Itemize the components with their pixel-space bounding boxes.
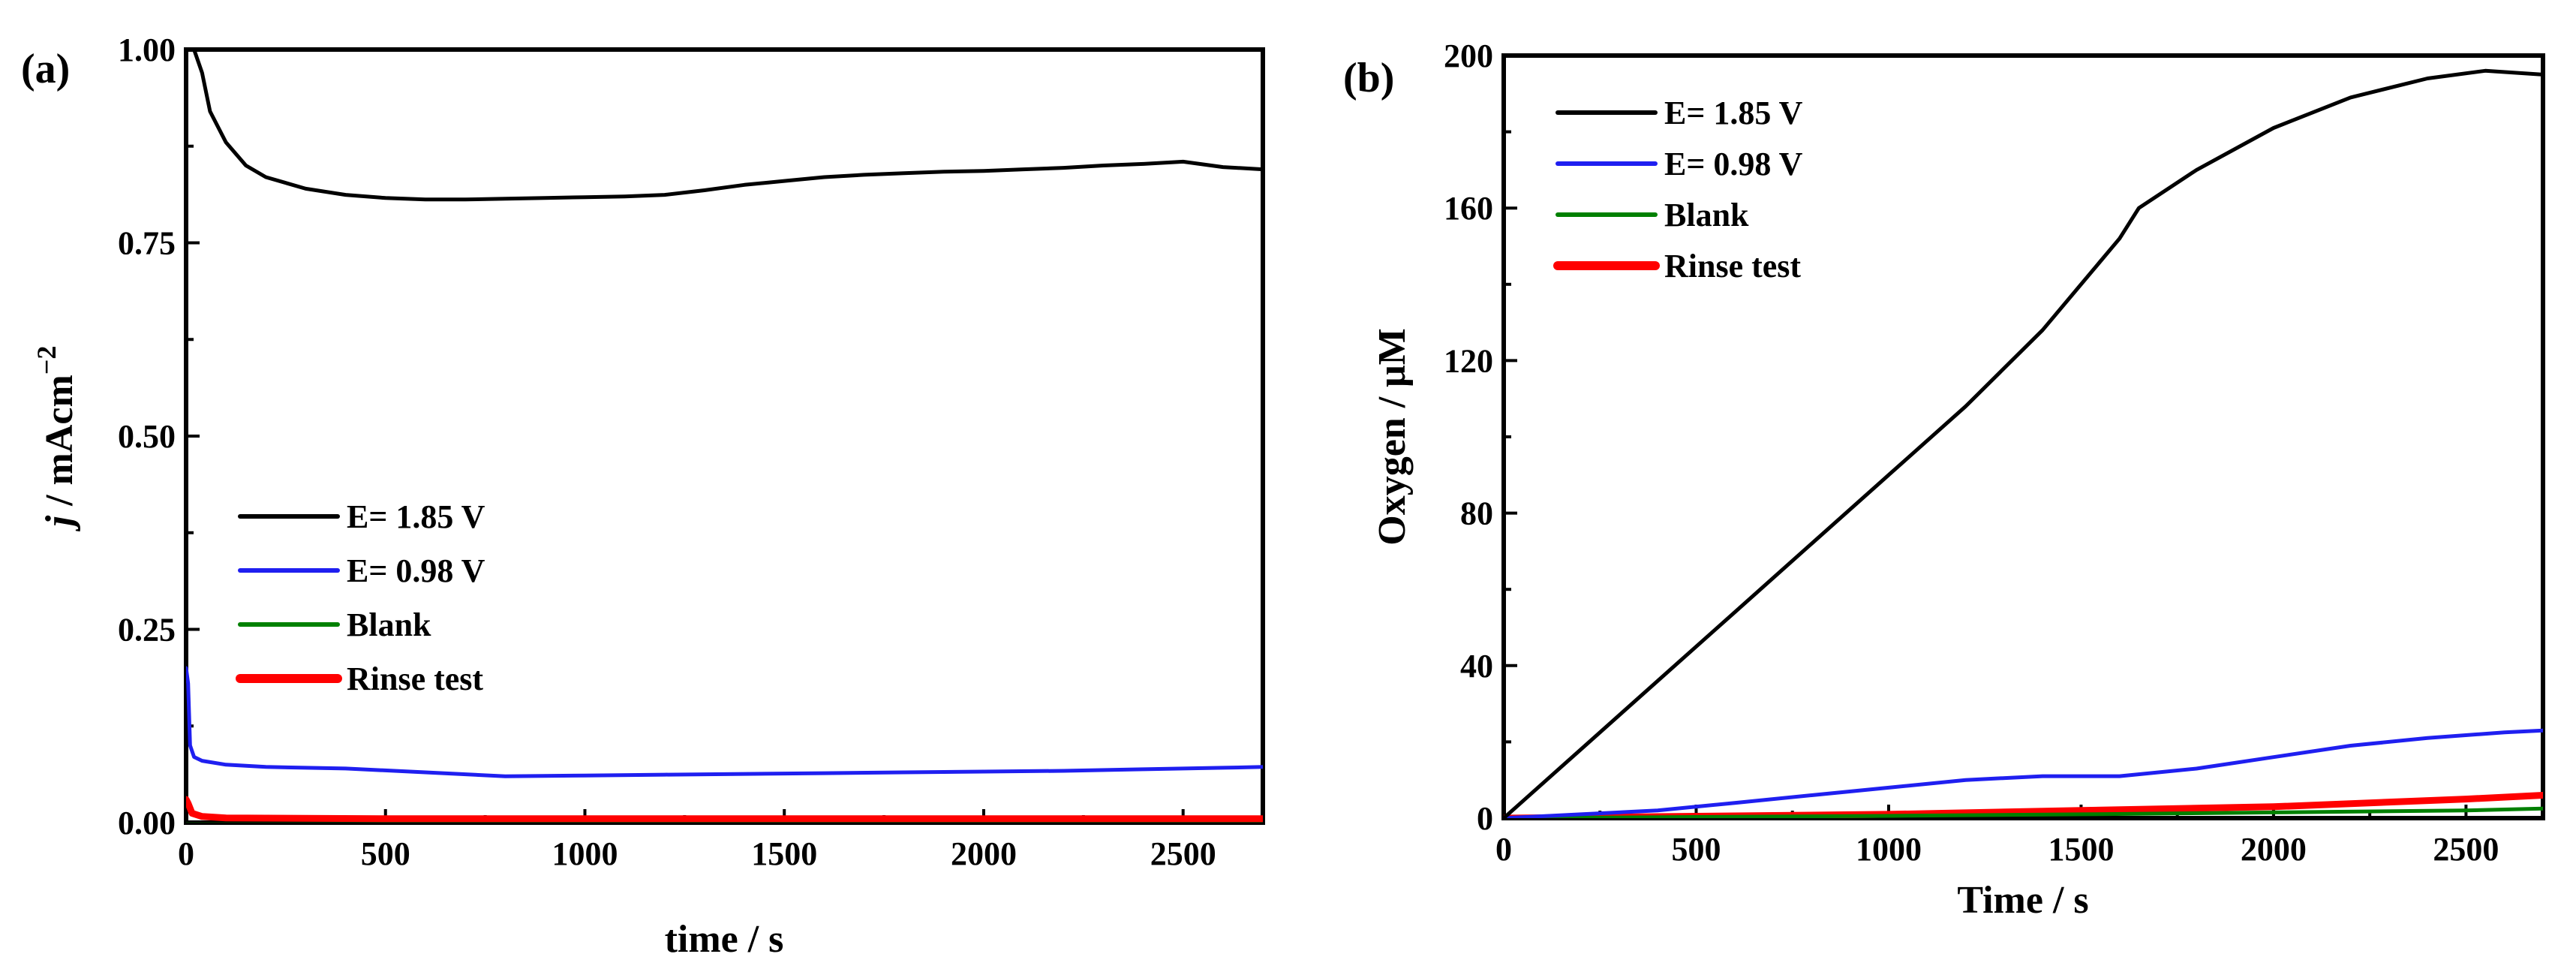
- panel-label-b: (b): [1343, 55, 1394, 101]
- legend-label-a: E= 1.85 V: [347, 498, 485, 535]
- y-tick-label-b: 80: [1460, 495, 1493, 532]
- series-line-a-rinse-test: [186, 796, 1263, 823]
- y-axis-title-a-sup: −2: [32, 346, 62, 375]
- y-axis-title-b: Oxygen / μM: [1371, 328, 1414, 545]
- x-axis-title-a: time / s: [665, 918, 784, 961]
- x-tick-label-b: 2000: [2241, 831, 2307, 868]
- y-tick-label-b: 120: [1444, 342, 1493, 379]
- y-tick-label-b: 0: [1477, 800, 1493, 837]
- x-tick-label-a: 2500: [1150, 835, 1216, 872]
- legend-label-b: Rinse test: [1664, 248, 1801, 284]
- x-tick-label-b: 0: [1495, 831, 1512, 868]
- x-tick-label-a: 2000: [951, 835, 1017, 872]
- legend-label-a: Rinse test: [347, 661, 483, 697]
- x-tick-label-b: 500: [1671, 831, 1721, 868]
- series-line-b-e-0-98-v: [1504, 728, 2543, 818]
- x-axis-b: 0 500 1000 1500 2000 2500: [1495, 805, 2499, 868]
- legend-label-a: E= 0.98 V: [347, 552, 485, 589]
- panel-a: (a) 0 500 1000 1500 2000 2500 0.00 0.25 0.50 0.7…: [21, 32, 1265, 961]
- y-tick-label-b: 160: [1444, 190, 1493, 227]
- x-tick-label-a: 0: [178, 835, 194, 872]
- plot-frame-b: [1501, 53, 2545, 820]
- y-axis-title-a-italic: j: [38, 515, 81, 531]
- x-tick-label-b: 2500: [2433, 831, 2499, 868]
- y-axis-title-a-text: / mAcm: [38, 375, 81, 516]
- y-axis-title-a: j / mAcm−2: [32, 346, 81, 532]
- y-tick-label-b: 200: [1444, 38, 1493, 74]
- x-tick-label-a: 500: [361, 835, 410, 872]
- x-tick-label-b: 1000: [1856, 831, 1922, 868]
- y-axis-a: 0.00 0.25 0.50 0.75 1.00: [118, 32, 200, 841]
- series-line-b-blank: [1504, 806, 2543, 818]
- y-axis-b: 0 40 80 120 160 200: [1444, 38, 1517, 837]
- legend-label-a: Blank: [347, 606, 431, 643]
- panel-label-a: (a): [21, 46, 70, 92]
- legend-b: E= 1.85 V E= 0.98 V Blank Rinse test: [1553, 95, 1803, 284]
- legend-label-b: E= 1.85 V: [1664, 95, 1803, 131]
- x-tick-label-a: 1000: [552, 835, 618, 872]
- y-tick-label-b: 40: [1460, 648, 1493, 685]
- legend-label-b: Blank: [1664, 197, 1749, 233]
- y-tick-label-a: 0.50: [118, 418, 176, 455]
- y-tick-label-a: 1.00: [118, 32, 176, 68]
- panel-b: (b) 0 500 1000 1500 2000 2500 04080120160200 …: [1343, 38, 2545, 922]
- series-line-a-e-0-98-v: [186, 666, 1263, 778]
- legend-a: E= 1.85 V E= 0.98 V Blank Rinse test: [236, 498, 485, 697]
- x-axis-title-b: Time / s: [1957, 879, 2088, 922]
- series-group-a: [186, 50, 1263, 823]
- legend-label-b: E= 0.98 V: [1664, 146, 1803, 182]
- series-line-a-e-1-85-v: [186, 50, 1263, 202]
- y-tick-label-a: 0.00: [118, 805, 176, 841]
- y-tick-label-a: 0.75: [118, 225, 176, 262]
- x-tick-label-b: 1500: [2048, 831, 2114, 868]
- y-tick-label-a: 0.25: [118, 612, 176, 648]
- x-tick-label-a: 1500: [751, 835, 817, 872]
- series-group-b: [1504, 68, 2543, 818]
- series-line-b-e-1-85-v: [1504, 68, 2543, 818]
